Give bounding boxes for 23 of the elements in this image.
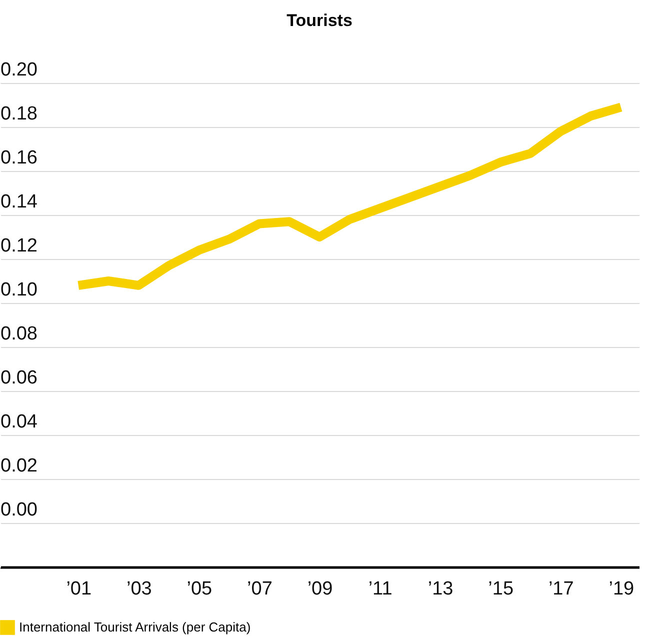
x-tick-label: ’11 [368,578,392,600]
x-tick-label: ’19 [608,578,634,600]
y-tick-label: 0.20 [0,60,38,80]
x-tick-label: ’05 [186,578,212,600]
y-tick-label: 0.04 [0,412,38,432]
x-tick-label: ’13 [428,578,454,600]
x-tick-label: ’01 [66,578,92,600]
chart-title: Tourists [286,11,352,30]
y-tick-label: 0.08 [0,324,38,344]
y-tick-label: 0.06 [0,368,38,388]
x-tick-label: ’03 [126,578,152,600]
legend-label: International Tourist Arrivals (per Capita) [19,620,251,634]
y-tick-label: 0.12 [0,236,38,256]
y-tick-label: 0.18 [0,104,38,124]
x-tick-label: ’07 [247,578,272,600]
y-tick-label: 0.16 [0,148,38,168]
x-tick-label: ’09 [307,578,333,600]
x-tick-label: ’17 [548,578,574,600]
y-tick-label: 0.14 [0,192,38,212]
y-tick-label: 0.10 [0,280,38,300]
y-tick-label: 0.00 [0,500,38,520]
y-tick-label: 0.02 [0,456,38,476]
x-tick-label: ’15 [488,578,514,600]
